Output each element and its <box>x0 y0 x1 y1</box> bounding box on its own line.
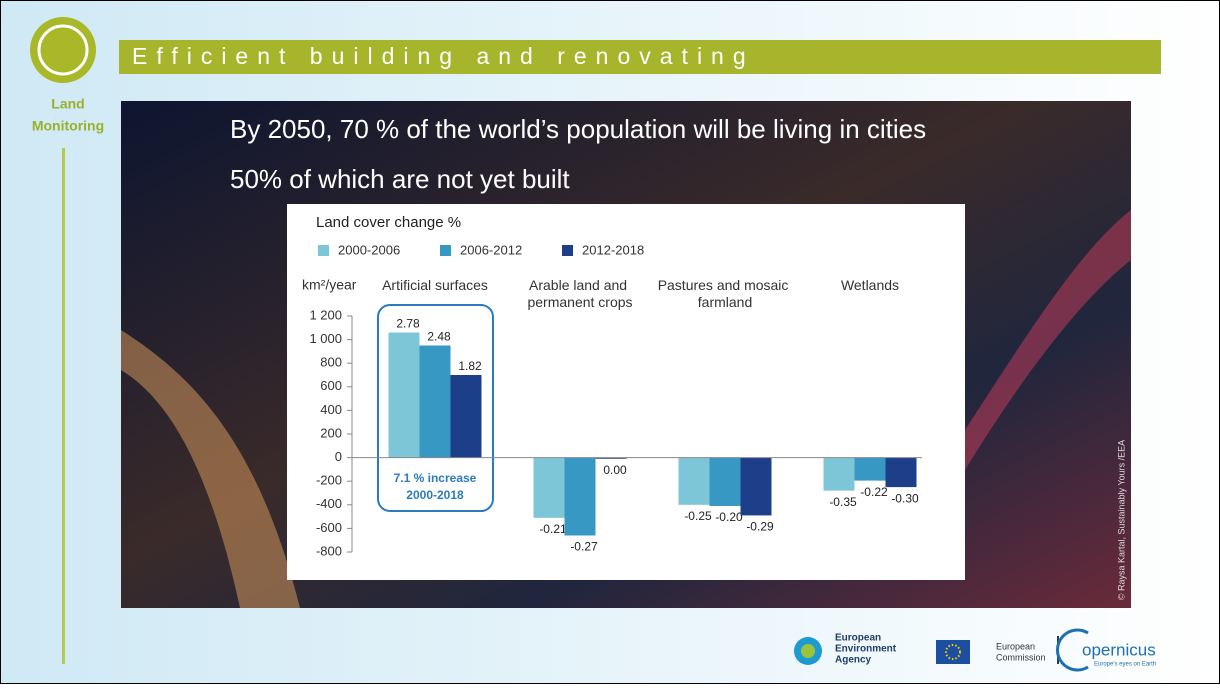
logo-text: Environment <box>835 644 897 655</box>
y-tick-label: -800 <box>316 543 342 558</box>
y-tick-label: -200 <box>316 473 342 488</box>
bar <box>595 457 627 459</box>
logo-text: European <box>996 641 1035 651</box>
bar-label: 1.82 <box>458 359 482 373</box>
y-tick-label: 0 <box>335 449 342 464</box>
x-category-label: Arable land and permanent crops <box>527 277 632 310</box>
photo-credit: © Raysa Kartal, Sustainably Yours /EEA <box>1116 440 1126 600</box>
annotation-box <box>377 304 494 512</box>
bar <box>678 457 710 505</box>
bar <box>854 457 886 481</box>
logo-text: opernicus <box>1082 640 1156 659</box>
logo-ring <box>37 24 89 76</box>
section-label: Land <box>51 96 84 112</box>
y-tick-label: 1 200 <box>309 307 342 322</box>
legend-label: 2006-2012 <box>460 242 522 257</box>
legend-label: 2000-2006 <box>338 242 400 257</box>
bar-label: -0.20 <box>715 510 743 524</box>
y-tick-label: -400 <box>316 496 342 511</box>
header-bar <box>119 40 1161 74</box>
y-axis-label: km²/year <box>302 277 357 293</box>
bar-label: -0.21 <box>539 522 567 536</box>
light-streak <box>121 330 300 608</box>
headline: By 2050, 70 % of the world’s population … <box>230 114 926 144</box>
bar <box>885 457 917 488</box>
x-category-label: Artificial surfaces <box>382 277 488 293</box>
section-label: Monitoring <box>32 118 104 134</box>
eea-logo-core <box>801 644 815 658</box>
bar <box>564 457 596 536</box>
eu-stars <box>945 644 961 660</box>
bar <box>419 345 451 458</box>
legend-swatch <box>318 245 329 256</box>
eu-flag <box>936 640 970 664</box>
copernicus-c <box>1056 628 1089 672</box>
bar-label: -0.29 <box>746 520 774 534</box>
bar <box>709 457 741 506</box>
side-rule <box>62 148 65 664</box>
annotation: 2000-2018 <box>406 488 464 502</box>
y-tick-label: 800 <box>320 355 342 370</box>
light-streak <box>965 210 1131 470</box>
legend-label: 2012-2018 <box>582 242 644 257</box>
y-tick-label: -600 <box>316 520 342 535</box>
y-tick-label: 200 <box>320 425 342 440</box>
bar-label: -0.35 <box>829 495 857 509</box>
y-tick-label: 400 <box>320 402 342 417</box>
y-tick-label: 1 000 <box>309 331 342 346</box>
logo-text: European <box>835 633 881 644</box>
bar <box>450 375 482 458</box>
bar-label: 2.48 <box>427 330 451 344</box>
logo-text: Agency <box>835 655 872 666</box>
legend-swatch <box>562 245 573 256</box>
bar <box>533 457 565 518</box>
bar <box>740 457 772 516</box>
logo-text: Europe's eyes on Earth <box>1094 662 1156 668</box>
y-tick-label: 600 <box>320 378 342 393</box>
bar <box>388 332 420 458</box>
subheadline: 50% of which are not yet built <box>230 164 570 194</box>
legend-swatch <box>440 245 451 256</box>
bar-label: -0.22 <box>860 485 888 499</box>
logo-text: Commission <box>996 652 1046 662</box>
x-category-label: Wetlands <box>841 277 899 293</box>
bar-label: -0.25 <box>684 509 712 523</box>
bar <box>823 457 855 491</box>
x-category-label: Pastures and mosaic farmland <box>658 277 793 310</box>
chart-title: Land cover change % <box>316 214 461 231</box>
bar-label: 0.00 <box>603 463 627 477</box>
annotation: 7.1 % increase <box>394 471 477 485</box>
bar-label: -0.27 <box>570 540 598 554</box>
header-title: Efficient building and renovating <box>132 43 755 69</box>
footer-logos: European Environment Agency European Com… <box>794 628 1156 672</box>
bar-label: -0.30 <box>891 491 919 505</box>
bar-label: 2.78 <box>396 317 420 331</box>
